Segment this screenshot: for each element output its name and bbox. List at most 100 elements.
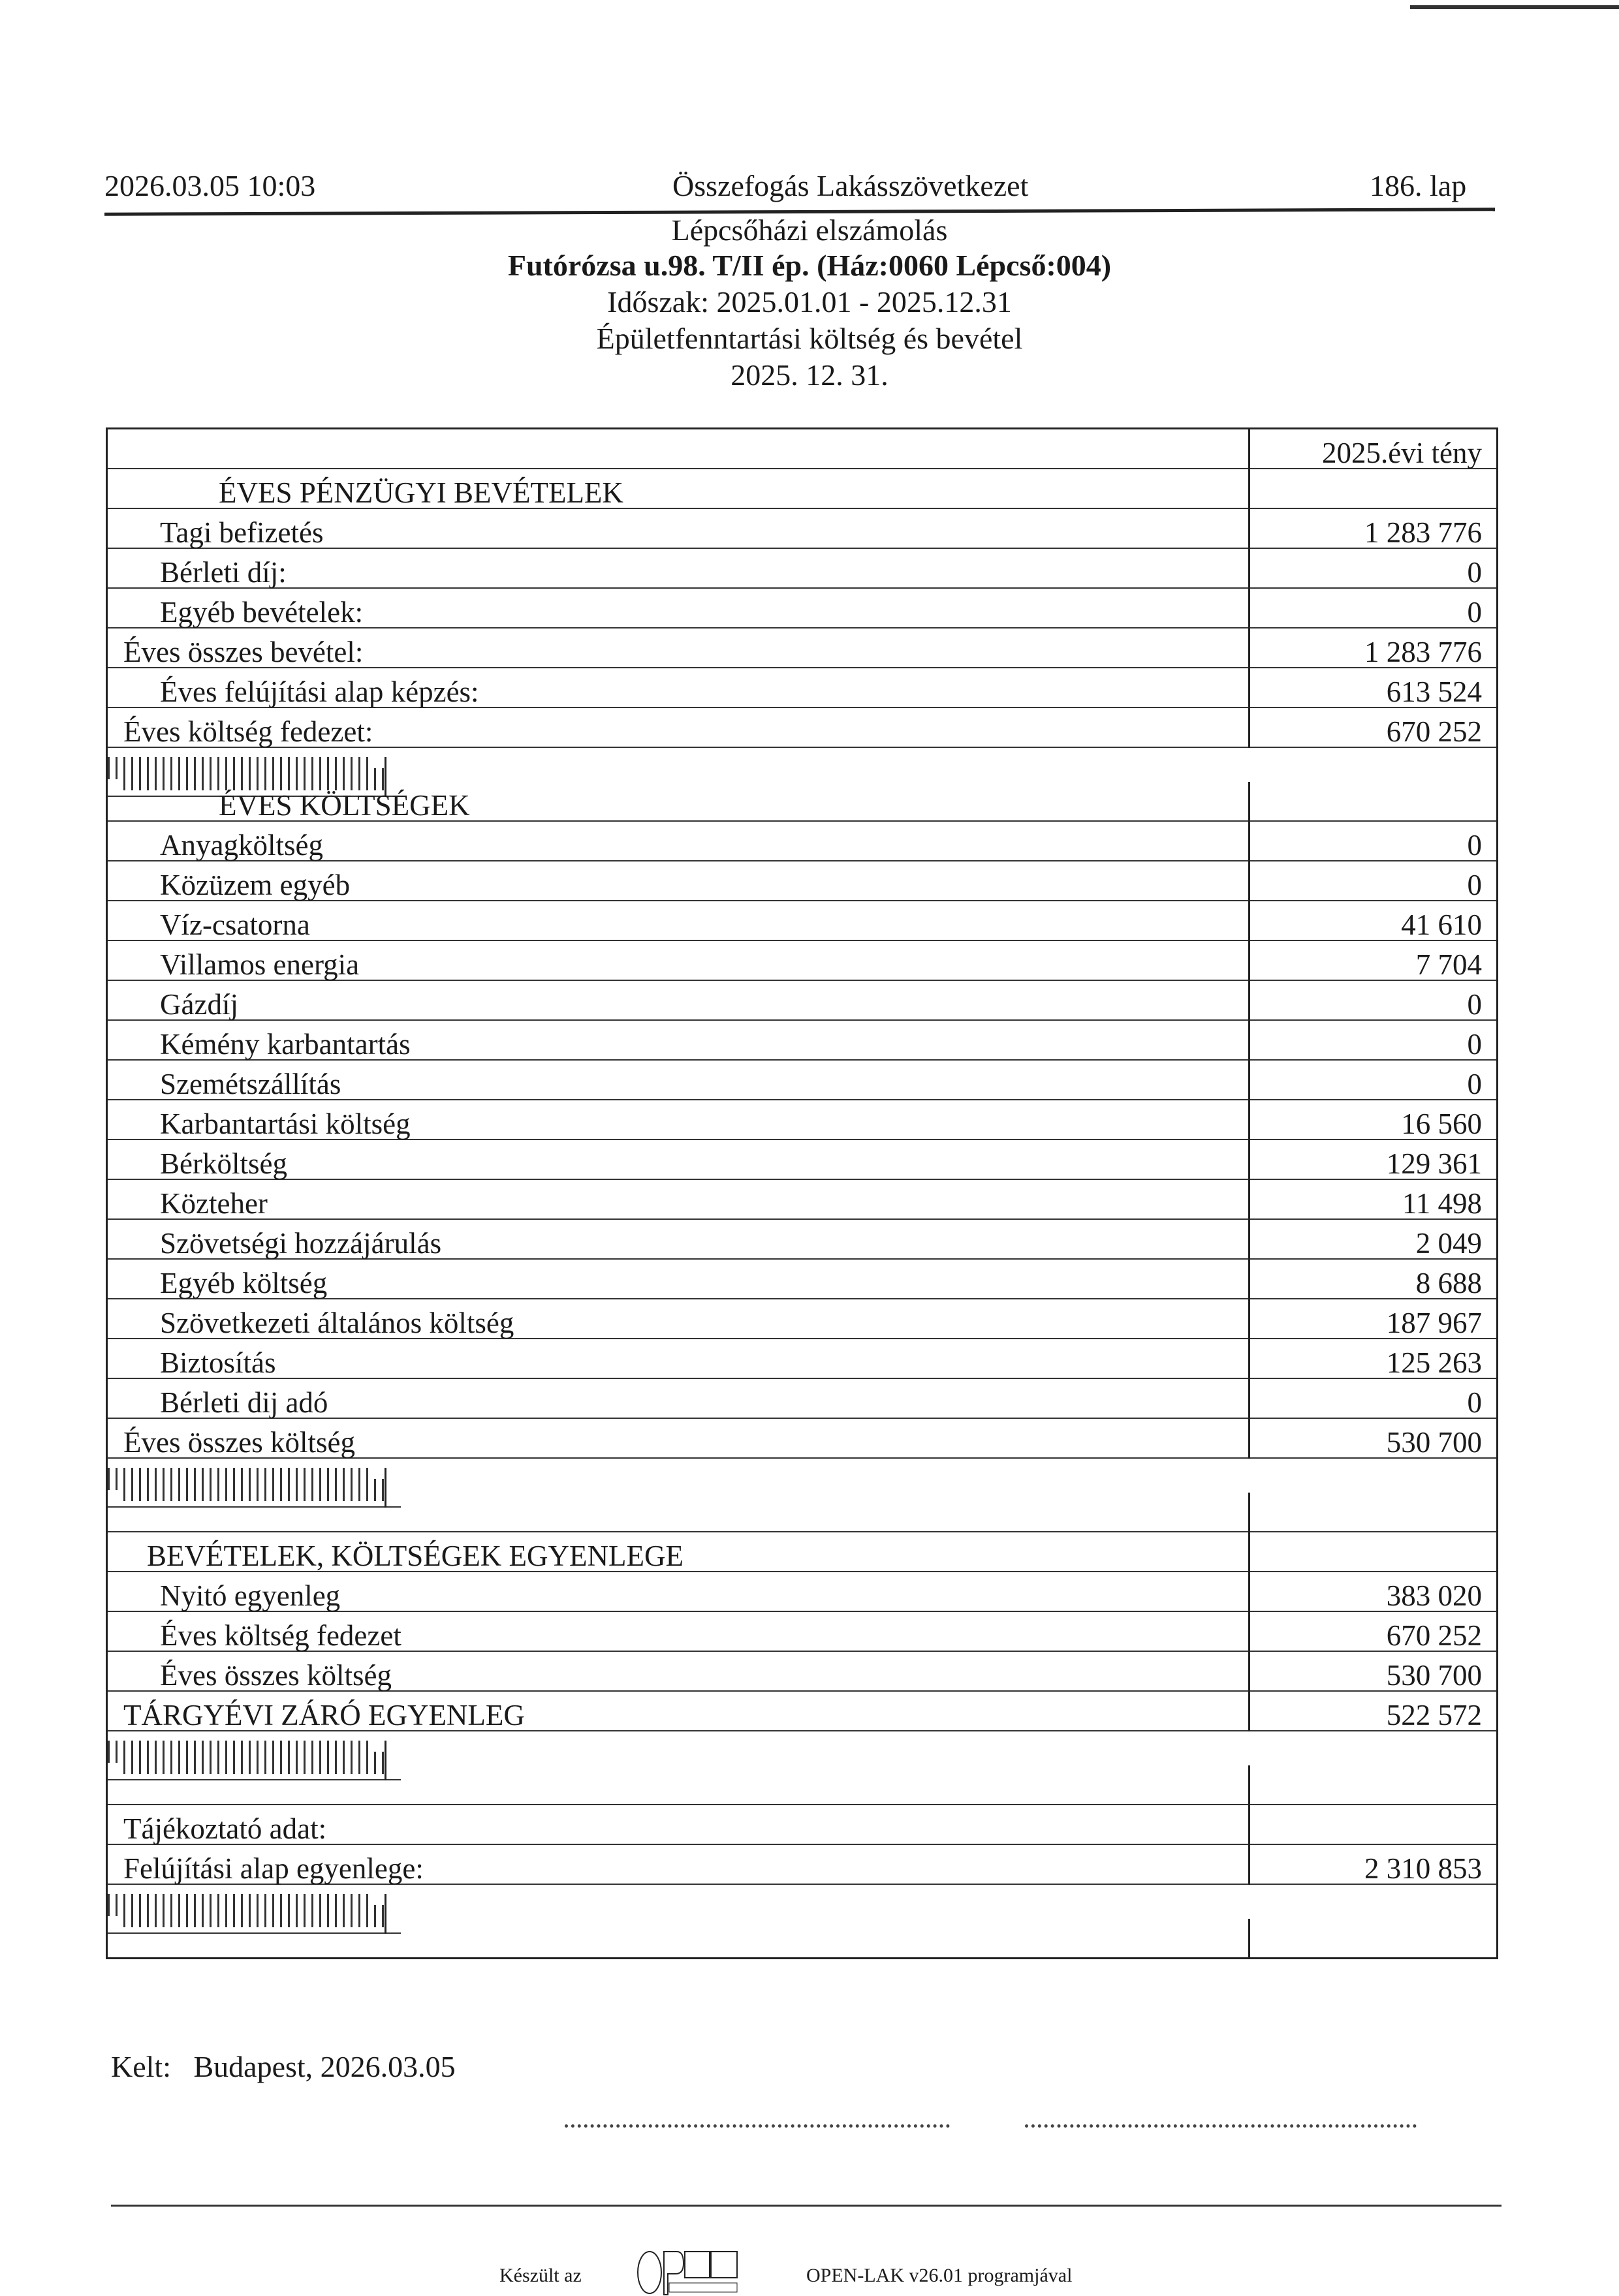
row-label: Karbantartási költség bbox=[106, 1100, 1250, 1140]
table-row: TÁRGYÉVI ZÁRÓ EGYENLEG 522 572 bbox=[106, 1691, 1498, 1731]
row-value bbox=[1248, 469, 1498, 509]
barcode-row bbox=[108, 1740, 401, 1780]
table-row: Nyitó egyenleg 383 020 bbox=[106, 1572, 1498, 1612]
row-value bbox=[385, 1467, 401, 1508]
row-value bbox=[1248, 1532, 1498, 1572]
row-value: 383 020 bbox=[1248, 1572, 1498, 1612]
row-label: Biztosítás bbox=[106, 1339, 1250, 1379]
row-value: 11 498 bbox=[1248, 1179, 1498, 1220]
document-title: Lépcsőházi elszámolás bbox=[671, 213, 948, 247]
table-row: Szemétszállítás 0 bbox=[106, 1060, 1498, 1100]
row-label: Gázdíj bbox=[106, 980, 1250, 1021]
row-label: Éves felújítási alap képzés: bbox=[106, 668, 1250, 708]
row-label: Felújítási alap egyenlege: bbox=[106, 1844, 1250, 1885]
page-number: 186. lap bbox=[1370, 169, 1467, 202]
row-label: Egyéb bevételek: bbox=[106, 588, 1250, 628]
row-label: Nyitó egyenleg bbox=[106, 1572, 1250, 1612]
table-row: Bérleti díj: 0 bbox=[106, 548, 1498, 589]
report-date: 2025. 12. 31. bbox=[731, 358, 888, 392]
footer-divider bbox=[111, 2205, 1501, 2207]
row-label: Közüzem egyéb bbox=[106, 861, 1250, 901]
row-label: Éves költség fedezet: bbox=[106, 707, 1250, 748]
row-value: 1 283 776 bbox=[1248, 508, 1498, 549]
row-value: 187 967 bbox=[1248, 1299, 1498, 1339]
barcode-row bbox=[108, 1467, 401, 1508]
table-row: Szövetségi hozzájárulás 2 049 bbox=[106, 1219, 1498, 1260]
row-value: 522 572 bbox=[1248, 1691, 1498, 1731]
row-label: Szemétszállítás bbox=[106, 1060, 1250, 1100]
row-label: Kémény karbantartás bbox=[106, 1020, 1250, 1061]
signature-line-1 bbox=[565, 2124, 950, 2128]
row-label: TÁRGYÉVI ZÁRÓ EGYENLEG bbox=[106, 1691, 1250, 1731]
barcode-mark bbox=[123, 768, 385, 790]
row-label: Víz-csatorna bbox=[106, 901, 1250, 941]
row-label: Szövetkezeti általános költség bbox=[106, 1299, 1250, 1339]
table-row: Anyagköltség 0 bbox=[106, 821, 1498, 861]
row-label: ÉVES PÉNZÜGYI BEVÉTELEK bbox=[106, 469, 1250, 509]
kelt-value: Budapest, 2026.03.05 bbox=[193, 2050, 456, 2083]
table-row: Bérleti dij adó 0 bbox=[106, 1378, 1498, 1419]
row-value: 0 bbox=[1248, 980, 1498, 1021]
row-value: 0 bbox=[1248, 548, 1498, 589]
statement-table: 2025.évi tény ÉVES PÉNZÜGYI BEVÉTELEK Tag… bbox=[106, 427, 1498, 1959]
row-label: Éves összes költség bbox=[106, 1418, 1250, 1459]
row-value: 2 310 853 bbox=[1248, 1844, 1498, 1885]
row-value: 16 560 bbox=[1248, 1100, 1498, 1140]
row-value: 670 252 bbox=[1248, 707, 1498, 748]
program-label: OPEN-LAK v26.01 programjával bbox=[806, 2265, 1073, 2286]
row-label: Bérleti dij adó bbox=[106, 1378, 1250, 1419]
section-heading-row: ÉVES PÉNZÜGYI BEVÉTELEK bbox=[106, 469, 1498, 509]
table-row: Egyéb bevételek: 0 bbox=[106, 588, 1498, 628]
row-value: 7 704 bbox=[1248, 940, 1498, 981]
row-label: Anyagköltség bbox=[106, 821, 1250, 861]
row-value: 0 bbox=[1248, 1060, 1498, 1100]
table-row: Tagi befizetés 1 283 776 bbox=[106, 508, 1498, 549]
row-value bbox=[1248, 1805, 1498, 1845]
row-value bbox=[385, 1740, 401, 1780]
top-edge-rule bbox=[1410, 5, 1619, 9]
table-row: Éves összes költség 530 700 bbox=[106, 1651, 1498, 1692]
row-value: 0 bbox=[1248, 1020, 1498, 1061]
period: Időszak: 2025.01.01 - 2025.12.31 bbox=[607, 285, 1012, 318]
row-label: Villamos energia bbox=[106, 940, 1250, 981]
row-label: Éves költség fedezet bbox=[106, 1611, 1250, 1652]
row-label: Szövetségi hozzájárulás bbox=[106, 1219, 1250, 1260]
row-label: ÉVES KÖLTSÉGEK bbox=[106, 782, 1250, 822]
signature-line-2 bbox=[1025, 2124, 1417, 2128]
row-label: BEVÉTELEK, KÖLTSÉGEK EGYENLEGE bbox=[106, 1532, 1250, 1572]
print-timestamp: 2026.03.05 10:03 bbox=[104, 169, 316, 202]
row-value: 530 700 bbox=[1248, 1418, 1498, 1459]
row-value: 2 049 bbox=[1248, 1219, 1498, 1260]
row-label: Éves összes költség bbox=[106, 1651, 1250, 1692]
table-row: Közüzem egyéb 0 bbox=[106, 861, 1498, 901]
row-value: 530 700 bbox=[1248, 1651, 1498, 1692]
table-row: Egyéb költség 8 688 bbox=[106, 1259, 1498, 1299]
table-row: Éves költség fedezet: 670 252 bbox=[106, 707, 1498, 748]
row-value: 0 bbox=[1248, 588, 1498, 628]
table-row: Éves összes bevétel: 1 283 776 bbox=[106, 628, 1498, 668]
barcode-mark bbox=[123, 1904, 385, 1927]
section-heading-row: ÉVES KÖLTSÉGEK bbox=[106, 782, 1498, 822]
table-row: Bérköltség 129 361 bbox=[106, 1140, 1498, 1180]
row-label: Tagi befizetés bbox=[106, 508, 1250, 549]
row-value bbox=[1248, 1493, 1498, 1532]
barcode-row bbox=[108, 1893, 401, 1934]
row-label: Bérköltség bbox=[106, 1140, 1250, 1180]
table-row: Éves költség fedezet 670 252 bbox=[106, 1611, 1498, 1652]
table-row: Tájékoztató adat: bbox=[106, 1805, 1498, 1845]
row-label bbox=[106, 1493, 1250, 1532]
section-heading-row: BEVÉTELEK, KÖLTSÉGEK EGYENLEGE bbox=[106, 1532, 1498, 1572]
made-with-label: Készült az bbox=[499, 2265, 582, 2286]
row-value bbox=[1248, 782, 1498, 822]
row-value: 0 bbox=[1248, 861, 1498, 901]
row-label: Egyéb költség bbox=[106, 1259, 1250, 1299]
blank-row bbox=[106, 1493, 1498, 1532]
row-value: 1 283 776 bbox=[1248, 628, 1498, 668]
open-logo bbox=[637, 2251, 738, 2295]
row-value: 41 610 bbox=[1248, 901, 1498, 941]
table-row: Kémény karbantartás 0 bbox=[106, 1020, 1498, 1061]
barcode-mark bbox=[123, 1751, 385, 1774]
row-label: Éves összes bevétel: bbox=[106, 628, 1250, 668]
row-value bbox=[1248, 1765, 1498, 1805]
row-value: 129 361 bbox=[1248, 1140, 1498, 1180]
